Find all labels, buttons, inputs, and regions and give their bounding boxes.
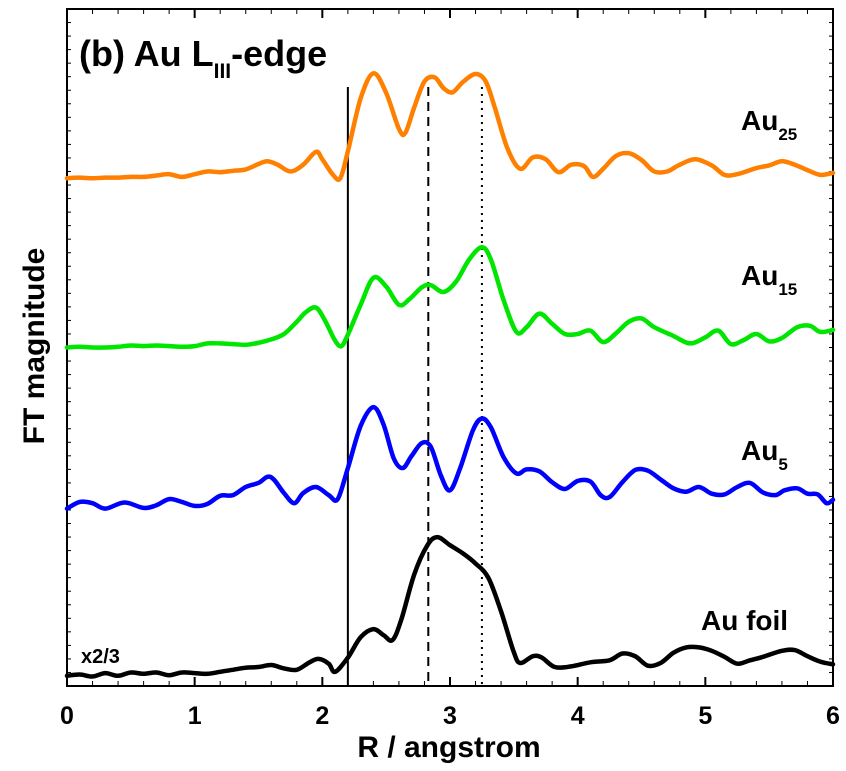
chart-title-sub: III (214, 60, 232, 83)
chart-title-main: (b) Au L (79, 33, 214, 74)
series-line-au25 (64, 71, 836, 182)
series-lines (64, 71, 836, 679)
x-tick-labels: 0 1 2 3 4 5 6 (60, 702, 840, 730)
series-label-au25: Au25 (741, 105, 797, 144)
x-tick-label: 4 (571, 702, 585, 730)
minor-ticks (67, 22, 833, 673)
series-label-au-foil: Au foil (701, 605, 788, 636)
series-line-au15 (64, 245, 836, 350)
chart-title-tail: -edge (231, 33, 327, 74)
x-tick-label: 1 (188, 702, 202, 730)
series-label-au15: Au15 (741, 260, 797, 299)
chart-title: (b) Au LIII-edge (79, 33, 327, 83)
series-line-au5 (64, 404, 836, 511)
plot-area (64, 8, 836, 687)
x-tick-marks (66, 9, 834, 686)
x-tick-label: 6 (826, 702, 840, 730)
x-axis: 0 1 2 3 4 5 6 (60, 9, 840, 730)
x-tick-label: 5 (698, 702, 712, 730)
series-label-au5: Au5 (741, 435, 788, 474)
x-axis-title: R / angstrom (357, 731, 540, 764)
x-tick-label: 0 (60, 702, 74, 730)
x-tick-label: 2 (315, 702, 329, 730)
x-tick-label: 3 (443, 702, 457, 730)
series-line-au-foil (64, 534, 836, 679)
reference-lines (346, 87, 483, 686)
foil-scale-note: x2/3 (81, 646, 120, 668)
series-labels: Au25 Au15 Au5 Au foil x2/3 (81, 105, 797, 668)
y-axis-title: FT magnitude (18, 248, 51, 445)
